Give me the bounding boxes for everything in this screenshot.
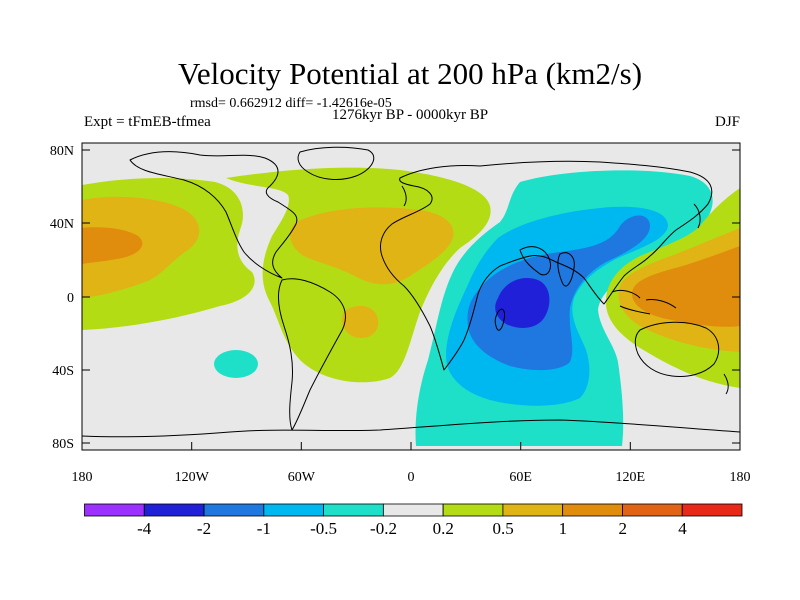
colorbar-swatch: [502, 503, 564, 517]
lat-tick-label: 40S: [52, 364, 74, 379]
map-panel: 80N 40N 0 40S 80S 180 120W 60W 0 60E 120…: [50, 142, 751, 485]
colorbar-swatch: [143, 503, 205, 517]
lon-tick-label: 0: [408, 470, 415, 485]
contour-atlantic-1b: [341, 305, 379, 339]
colorbar-label: 2: [618, 519, 627, 538]
lon-tick-label: 180: [72, 470, 93, 485]
coast-australia: [634, 321, 720, 377]
colorbar-label: 0.2: [433, 519, 454, 538]
period-label: 1276kyr BP - 0000kyr BP: [332, 107, 488, 123]
colorbar: [84, 503, 743, 517]
colorbar-swatch: [203, 503, 265, 517]
lat-tick-label: 40N: [50, 217, 74, 232]
coast-arabia-india: [519, 246, 575, 287]
colorbar-label: -4: [137, 519, 152, 538]
lon-tick-label: 120W: [175, 470, 210, 485]
contour-fields: [82, 167, 740, 446]
colorbar-swatch: [562, 503, 623, 517]
experiment-label: Expt = tFmEB-tfmea: [84, 114, 211, 130]
colorbar-label: -2: [197, 519, 211, 538]
contour-indian-1: [467, 215, 650, 371]
colorbar-swatch: [442, 503, 504, 517]
season-label: DJF: [715, 114, 740, 130]
colorbar-swatch: [382, 503, 444, 517]
contour-atlantic-1: [290, 207, 454, 285]
coast-maritime: [611, 289, 677, 315]
contour-wpac-2: [632, 246, 740, 327]
colorbar-label: 4: [678, 519, 687, 538]
colorbar-swatch: [263, 503, 324, 517]
coastlines: [82, 146, 740, 438]
coast-new-zealand: [723, 373, 729, 395]
coast-north-america: [129, 151, 298, 279]
colorbar-swatch: [681, 503, 743, 517]
coast-japan-uk: [401, 185, 701, 229]
colorbar-label: -0.2: [370, 519, 397, 538]
lon-axis: [81, 442, 741, 450]
colorbar-swatch: [622, 503, 683, 517]
contour-spac-02: [214, 350, 258, 378]
lon-tick-label: 60W: [288, 470, 316, 485]
lon-tick-label: 60E: [509, 470, 532, 485]
lon-tick-label: 120E: [616, 470, 646, 485]
colorbar-label: -0.5: [310, 519, 337, 538]
coast-south-america: [277, 278, 346, 431]
stats-label: rmsd= 0.662912 diff= -1.42616e-05: [190, 96, 392, 111]
contour-indian-2: [495, 278, 550, 328]
contour-pacific-east-2: [82, 227, 143, 264]
colorbar-swatch: [84, 503, 145, 517]
lon-tick-label: 180: [730, 470, 751, 485]
coast-antarctica: [82, 419, 740, 438]
lat-tick-label: 0: [67, 291, 74, 306]
colorbar-label: -1: [257, 519, 271, 538]
coast-madagascar: [494, 308, 505, 331]
lat-tick-label: 80N: [50, 144, 74, 159]
lat-axis: [82, 149, 740, 444]
figure-title: Velocity Potential at 200 hPa (km2/s): [178, 56, 642, 91]
colorbar-label: 0.5: [492, 519, 513, 538]
colorbar-label: 1: [559, 519, 568, 538]
lat-tick-label: 80S: [52, 437, 74, 452]
coast-greenland: [297, 146, 375, 180]
colorbar-swatch: [323, 503, 384, 517]
coast-eurasia-africa: [379, 160, 713, 371]
